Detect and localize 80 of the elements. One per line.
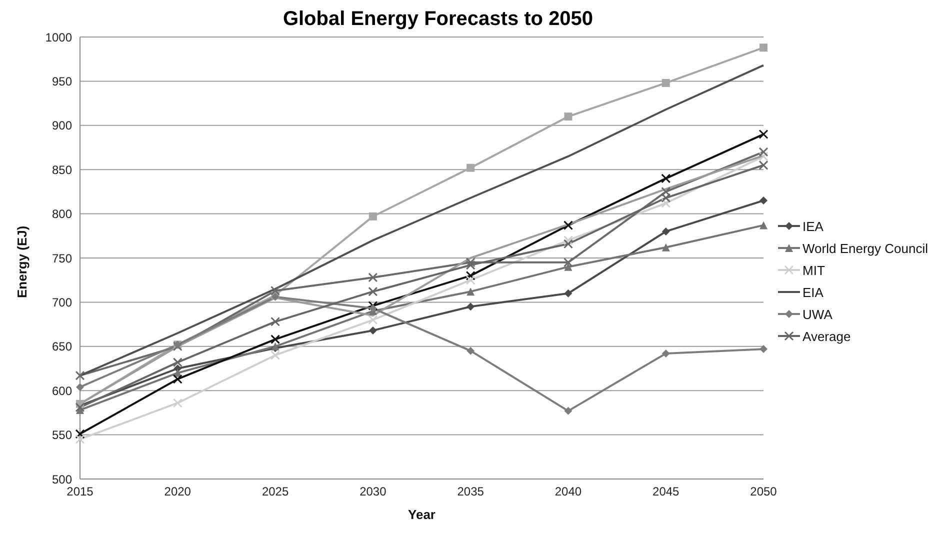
y-tick-label: 1000 (45, 30, 72, 44)
legend-label: MIT (802, 262, 825, 278)
y-tick-label: 750 (52, 251, 72, 266)
x-tick-label: 2035 (457, 484, 484, 499)
x-tick-label: 2015 (66, 484, 94, 499)
x-tick-label: 2050 (750, 484, 778, 499)
legend-label: World Energy Council (802, 240, 928, 256)
point (368, 315, 378, 325)
point (661, 198, 671, 208)
point (172, 358, 182, 368)
point (172, 342, 182, 352)
point (172, 374, 182, 384)
point (564, 262, 572, 271)
point (466, 302, 475, 311)
point (758, 152, 768, 162)
point (368, 304, 377, 312)
point (662, 227, 670, 236)
point (172, 398, 182, 408)
point (75, 429, 85, 439)
point (270, 350, 280, 360)
y-tick-label: 550 (52, 428, 72, 442)
point (368, 286, 378, 296)
point (368, 300, 378, 310)
x-tick-label: 2040 (554, 484, 582, 499)
point (564, 406, 572, 415)
point (758, 129, 768, 139)
point (563, 258, 573, 268)
point (466, 258, 476, 268)
y-tick-label: 800 (52, 207, 72, 222)
point (75, 370, 85, 380)
point (661, 186, 671, 196)
y-tick-label: 900 (52, 118, 72, 133)
point (564, 112, 572, 121)
point (75, 434, 85, 444)
point (662, 349, 670, 358)
y-tick-label: 700 (52, 295, 72, 310)
point (662, 78, 670, 87)
point (760, 345, 768, 354)
y-tick-label: 850 (52, 162, 72, 177)
point (270, 286, 280, 296)
point (466, 260, 476, 270)
point (661, 193, 671, 203)
y-tick-label: 500 (52, 472, 72, 486)
y-tick-label: 950 (52, 74, 72, 88)
x-tick-label: 2025 (262, 484, 289, 499)
point (760, 196, 768, 205)
legend-label: UWA (802, 306, 832, 322)
x-tick-label: 2030 (360, 484, 387, 499)
legend-label: EIA (802, 284, 824, 300)
point (758, 147, 768, 157)
point (563, 220, 573, 230)
y-axis-title: Energy (EJ) (14, 226, 30, 298)
point (76, 383, 84, 392)
point (563, 236, 573, 246)
point (270, 334, 280, 344)
point (758, 160, 768, 170)
point (760, 44, 768, 52)
point (368, 326, 377, 334)
chart-title: Global Energy Forecasts to 2050 (282, 8, 594, 31)
point (466, 288, 475, 296)
point (466, 270, 476, 280)
point (270, 316, 280, 326)
point (564, 289, 572, 298)
point (760, 221, 768, 230)
legend-label: IEA (802, 218, 824, 234)
point (368, 212, 377, 220)
x-tick-label: 2045 (652, 484, 680, 499)
point (563, 239, 573, 249)
y-tick-label: 650 (52, 340, 72, 354)
point (466, 346, 475, 355)
point (466, 275, 476, 285)
y-tick-label: 600 (52, 384, 72, 398)
point (466, 164, 475, 172)
x-axis-title: Year (408, 507, 436, 522)
legend-label: Average (802, 328, 851, 344)
x-tick-label: 2020 (164, 484, 192, 499)
point (662, 243, 670, 252)
point (75, 402, 85, 412)
point (368, 272, 378, 282)
point (661, 174, 671, 184)
